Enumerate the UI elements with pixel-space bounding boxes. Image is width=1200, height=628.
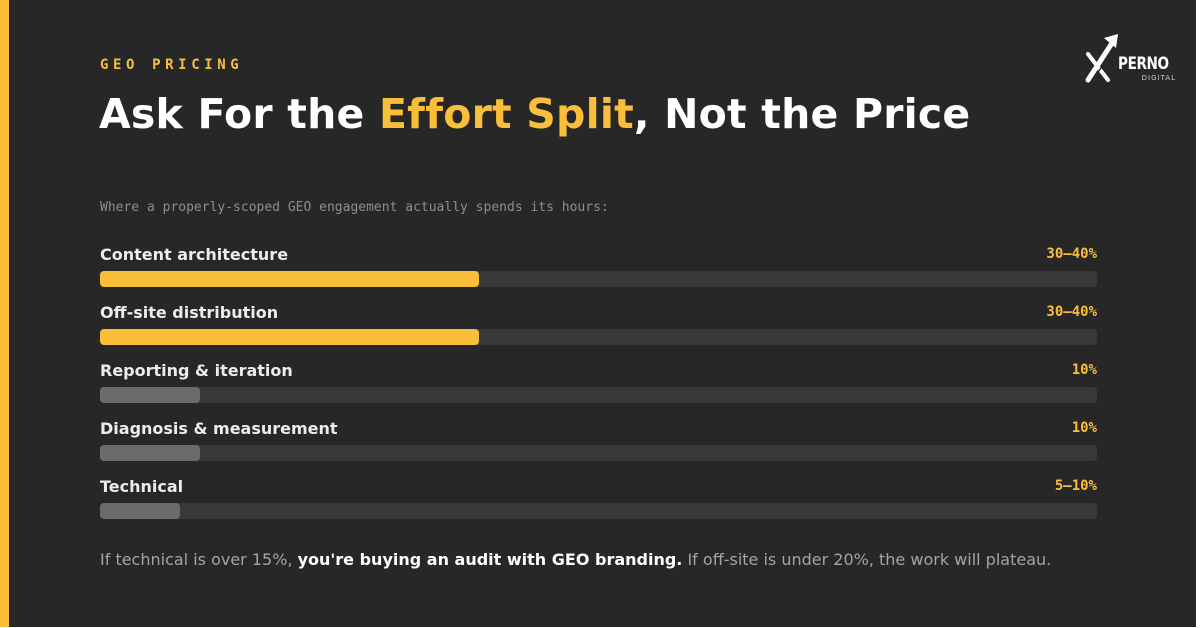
- bar-fill: [100, 387, 200, 403]
- brand-name: PERNO: [1118, 54, 1169, 74]
- brand-logo: PERNO DIGITAL: [1084, 32, 1180, 84]
- bar-track: [100, 329, 1097, 345]
- footnote: If technical is over 15%, you're buying …: [100, 550, 1060, 570]
- accent-bar: [0, 0, 9, 627]
- bar-label: Diagnosis & measurement: [100, 419, 338, 438]
- bar-track: [100, 445, 1097, 461]
- bar-value-label: 10%: [1071, 420, 1097, 436]
- footnote-bold: you're buying an audit with GEO branding…: [297, 550, 683, 569]
- bar-label: Content architecture: [100, 245, 289, 264]
- bar-rows: Content architecture 30–40% Off-site distr…: [100, 243, 1097, 533]
- bar-track: [100, 271, 1097, 287]
- title-highlight: Effort Split: [378, 90, 634, 138]
- title-part-before: Ask For the: [99, 90, 379, 138]
- eyebrow-label: GEO PRICING: [100, 57, 244, 73]
- bar-fill: [100, 329, 479, 345]
- bar-label: Technical: [100, 477, 184, 496]
- bar-label: Reporting & iteration: [100, 361, 293, 380]
- bar-row: Reporting & iteration 10%: [100, 359, 1097, 417]
- page-title: Ask For the Effort Split, Not the Price: [99, 90, 970, 138]
- bar-value-label: 10%: [1071, 362, 1097, 378]
- bar-fill: [100, 271, 479, 287]
- bar-row: Off-site distribution 30–40%: [100, 301, 1097, 359]
- chart-subtitle: Where a properly-scoped GEO engagement a…: [100, 200, 609, 215]
- bar-track: [100, 503, 1097, 519]
- bar-row: Content architecture 30–40%: [100, 243, 1097, 301]
- bar-value-label: 30–40%: [1046, 304, 1097, 320]
- bar-row: Technical 5–10%: [100, 475, 1097, 533]
- footnote-part-1: If technical is over 15%,: [100, 550, 298, 569]
- footnote-part-2: If off-site is under 20%, the work will …: [682, 550, 1052, 569]
- bar-value-label: 30–40%: [1046, 246, 1097, 262]
- bar-track: [100, 387, 1097, 403]
- title-part-after: , Not the Price: [633, 90, 971, 138]
- bar-fill: [100, 503, 180, 519]
- bar-label: Off-site distribution: [100, 303, 279, 322]
- arrow-x-icon: [1085, 34, 1118, 83]
- bar-value-label: 5–10%: [1054, 478, 1097, 494]
- brand-sub: DIGITAL: [1141, 74, 1176, 82]
- bar-fill: [100, 445, 200, 461]
- bar-row: Diagnosis & measurement 10%: [100, 417, 1097, 475]
